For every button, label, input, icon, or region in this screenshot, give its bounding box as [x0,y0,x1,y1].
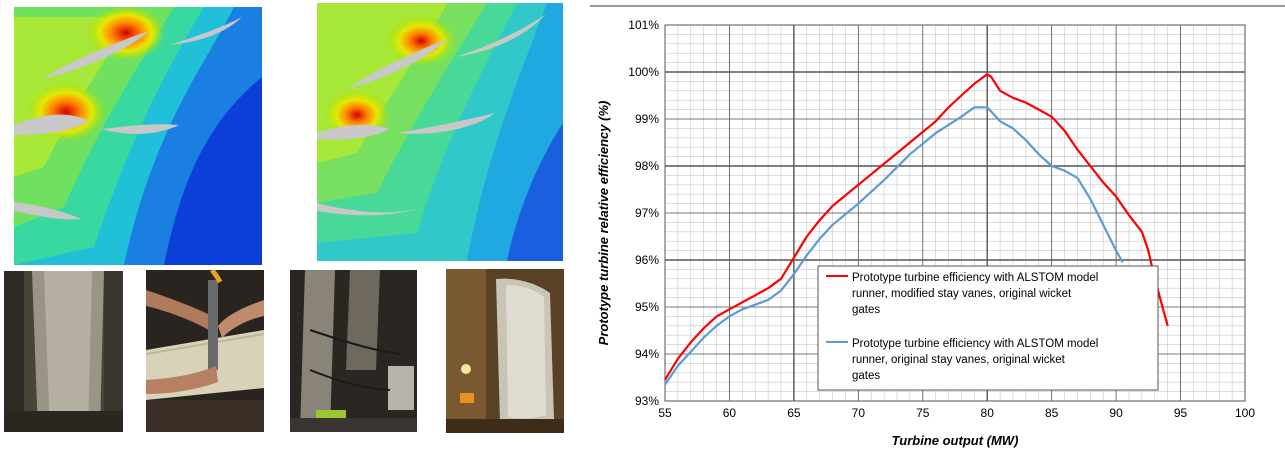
y-tick-label: 96% [635,253,659,267]
photo-welding-equipment [290,270,417,432]
x-tick-label: 55 [658,406,672,420]
series-line-1 [664,73,1169,381]
y-tick-label: 100% [628,65,659,79]
legend-label-series-2-line-2: runner, original stay vanes, original wi… [852,354,1066,366]
x-tick-label: 65 [787,406,801,420]
series-lines [664,73,1169,386]
efficiency-chart: 93% 94% 95% 96% 97% 98% 99% 100% 101% 55 60 65 70 75… [590,5,1285,448]
y-tick-label: 93% [635,394,659,408]
x-tick-label: 60 [723,406,737,420]
legend-label-series-1-line-2: runner, modified stay vanes, original wi… [852,288,1072,300]
photo-modified-stay-vane [446,269,564,433]
x-axis-title: Turbine output (MW) [892,433,1019,448]
x-tick-label: 70 [852,406,866,420]
x-tick-label: 80 [981,406,995,420]
legend-label-series-1: Prototype turbine efficiency with ALSTOM… [852,272,1102,316]
x-tick-label: 85 [1045,406,1059,420]
y-axis-title: Prototype turbine relative efficiency (%… [596,101,611,346]
legend-label-series-2-line-1: Prototype turbine efficiency with ALSTOM… [852,338,1098,350]
cfd-plot-original [14,7,262,265]
photo-stay-vane-closeup [4,271,123,432]
series-line-2 [664,106,1124,386]
legend-box [817,265,1159,391]
x-tick-label: 90 [1109,406,1123,420]
x-tick-label: 95 [1174,406,1188,420]
y-tick-label: 95% [635,300,659,314]
photo-grinding-work [146,270,264,432]
x-tick-label: 75 [916,406,930,420]
legend-label-series-2-line-3: gates [852,370,880,382]
y-tick-label: 97% [635,206,659,220]
cfd-plot-modified [317,3,563,261]
legend-label-series-1-line-1: Prototype turbine efficiency with ALSTOM… [852,272,1098,284]
y-tick-label: 99% [635,112,659,126]
legend-label-series-2: Prototype turbine efficiency with ALSTOM… [852,338,1102,382]
x-axis-ticks: 55 60 65 70 75 80 85 90 95 100 [658,406,1255,420]
y-tick-label: 101% [628,18,659,32]
y-axis-ticks: 93% 94% 95% 96% 97% 98% 99% 100% 101% [628,18,659,408]
x-tick-label: 100 [1235,406,1255,420]
y-tick-label: 94% [635,347,659,361]
plot-area-frame [664,24,1246,402]
y-tick-label: 98% [635,159,659,173]
legend: Prototype turbine efficiency with ALSTOM… [817,265,1159,391]
legend-label-series-1-line-3: gates [852,304,880,316]
